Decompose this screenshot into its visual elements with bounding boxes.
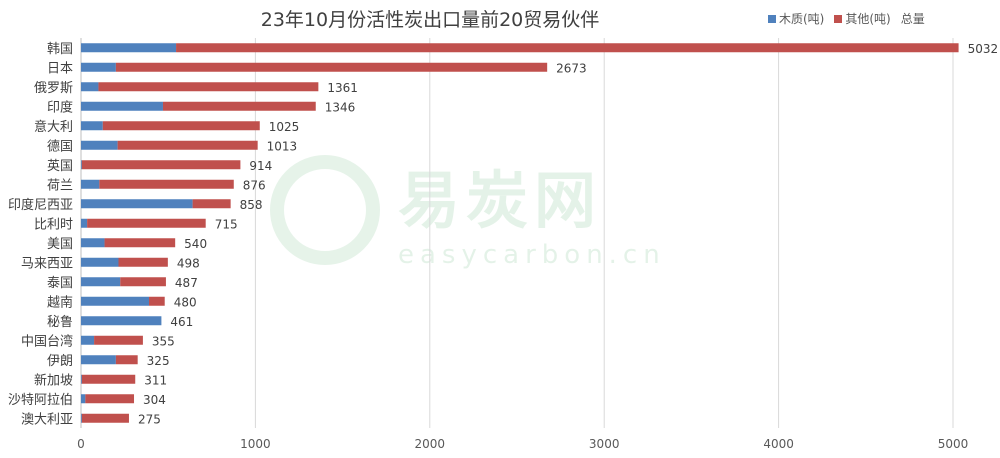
bar-wood: [81, 257, 119, 267]
bar-wood: [81, 335, 95, 345]
bar-other: [85, 394, 135, 404]
category-label: 泰国: [47, 276, 73, 291]
category-label: 印度: [47, 99, 73, 115]
legend-label-wood: 木质(吨): [779, 12, 825, 26]
bar-other: [81, 374, 136, 384]
category-label: 俄罗斯: [34, 81, 73, 96]
bar-wood: [81, 179, 100, 189]
bar-wood: [81, 374, 82, 384]
x-tick-label-2: 2000: [415, 437, 446, 451]
x-tick-label-5: 5000: [938, 437, 969, 451]
bar-wood: [81, 43, 177, 53]
total-data-label: 1361: [327, 81, 358, 95]
bar-wood: [81, 394, 86, 404]
bar-other: [162, 101, 316, 111]
x-tick-label-0: 0: [77, 437, 85, 451]
category-label: 马来西亚: [21, 256, 73, 271]
bar-other: [192, 199, 231, 209]
chart-title: 23年10月份活性炭出口量前20贸易伙伴: [260, 9, 600, 31]
total-data-label: 325: [147, 354, 170, 368]
category-label: 沙特阿拉伯: [8, 393, 73, 408]
total-data-label: 715: [215, 217, 238, 231]
bar-wood: [81, 62, 116, 72]
bar-wood: [81, 238, 105, 248]
bar-other: [118, 257, 168, 267]
bar-other: [87, 218, 206, 228]
bar-wood: [81, 199, 193, 209]
bar-other: [149, 296, 165, 306]
total-data-label: 914: [249, 159, 272, 173]
category-label: 印度尼西亚: [8, 197, 73, 213]
x-tick-label-3: 3000: [589, 437, 620, 451]
category-label: 中国台湾: [21, 333, 73, 349]
bar-wood: [81, 316, 162, 326]
category-label: 荷兰: [47, 178, 73, 193]
bar-wood: [81, 160, 82, 170]
bar-other: [115, 62, 548, 72]
total-data-label: 487: [175, 276, 198, 290]
bar-other: [81, 160, 241, 170]
category-label: 秘鲁: [47, 315, 73, 330]
total-data-label: 540: [184, 237, 207, 251]
legend-swatch-wood: [768, 14, 776, 23]
bar-other: [117, 140, 258, 150]
category-label: 德国: [47, 139, 73, 154]
legend-label-other: 其他(吨): [845, 12, 891, 26]
category-label: 越南: [47, 294, 73, 310]
total-data-label: 876: [243, 178, 266, 192]
legend-item-wood: 木质(吨): [768, 10, 824, 27]
bar-other: [176, 43, 959, 53]
bar-wood: [81, 277, 121, 287]
bar-wood: [81, 355, 116, 365]
total-data-label: 355: [152, 334, 175, 348]
category-label: 比利时: [34, 217, 73, 232]
bar-other: [102, 121, 260, 131]
bar-wood: [81, 101, 163, 111]
total-data-label: 498: [177, 256, 200, 270]
total-data-label: 304: [143, 393, 166, 407]
category-label: 意大利: [34, 119, 73, 135]
bar-wood: [81, 121, 103, 131]
category-label: 新加坡: [34, 372, 73, 388]
total-data-label: 5032: [968, 42, 999, 56]
bar-other: [94, 335, 143, 345]
total-data-label: 858: [240, 198, 263, 212]
legend-item-total: 总量: [901, 10, 925, 27]
bar-other: [99, 179, 234, 189]
category-label: 澳大利亚: [21, 411, 73, 427]
category-label: 伊朗: [47, 354, 73, 369]
legend-label-total: 总量: [900, 12, 925, 26]
bar-wood: [81, 413, 82, 423]
legend-swatch-other: [834, 14, 843, 23]
x-tick-label-4: 4000: [763, 437, 794, 451]
category-label: 英国: [47, 159, 73, 174]
bar-wood: [81, 296, 150, 306]
total-data-label: 275: [138, 412, 161, 426]
category-label: 美国: [47, 237, 73, 252]
bar-other: [81, 413, 129, 423]
total-data-label: 1025: [269, 120, 300, 134]
bar-wood: [81, 218, 88, 228]
category-label: 日本: [47, 61, 73, 76]
bar-other: [98, 82, 319, 92]
x-tick-label-1: 1000: [240, 437, 271, 451]
category-label: 韩国: [47, 42, 73, 57]
bar-wood: [81, 82, 99, 92]
bar-other: [104, 238, 176, 248]
total-data-label: 461: [170, 315, 193, 329]
bar-wood: [81, 140, 118, 150]
bar-other: [120, 277, 166, 287]
bar-other: [115, 355, 138, 365]
total-data-label: 480: [174, 295, 197, 309]
legend: 木质(吨) 其他(吨) 总量: [768, 10, 935, 27]
total-data-label: 2673: [556, 61, 587, 75]
total-data-label: 311: [144, 373, 167, 387]
total-data-label: 1013: [267, 139, 298, 153]
total-data-label: 1346: [325, 100, 356, 114]
legend-item-other: 其他(吨): [834, 10, 891, 27]
